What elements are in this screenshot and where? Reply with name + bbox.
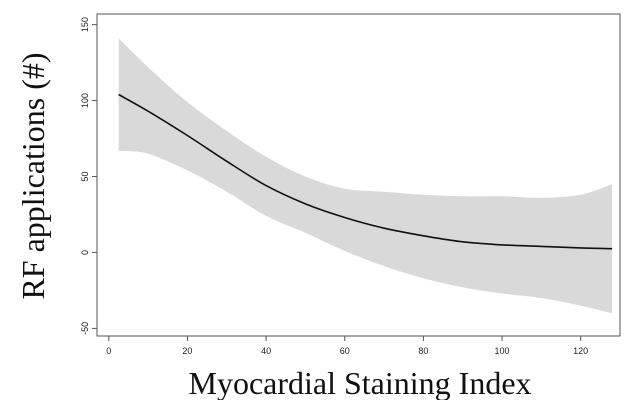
x-tick-label: 60 xyxy=(340,346,350,356)
x-tick-label: 100 xyxy=(495,346,510,356)
x-tick-label: 20 xyxy=(182,346,192,356)
y-tick-label: 100 xyxy=(80,93,90,108)
y-axis-title: RF applications (#) xyxy=(15,52,51,299)
x-tick-label: 40 xyxy=(261,346,271,356)
x-tick-label: 120 xyxy=(573,346,588,356)
trend-line xyxy=(118,93,613,250)
x-tick-label: 0 xyxy=(106,346,111,356)
plot-frame xyxy=(96,13,621,337)
x-axis-title: Myocardial Staining Index xyxy=(188,365,531,400)
y-tick-label: 50 xyxy=(80,172,90,182)
y-tick-label: 0 xyxy=(80,250,90,255)
x-tick-label: 80 xyxy=(418,346,428,356)
y-tick-label: -50 xyxy=(80,322,90,335)
plot-area xyxy=(96,13,621,337)
confidence-band xyxy=(118,38,613,314)
y-tick-label: 150 xyxy=(80,17,90,32)
y-axis: -50 0 50 100 150 xyxy=(80,17,97,335)
x-axis: 0 20 40 60 80 100 120 xyxy=(106,336,588,356)
